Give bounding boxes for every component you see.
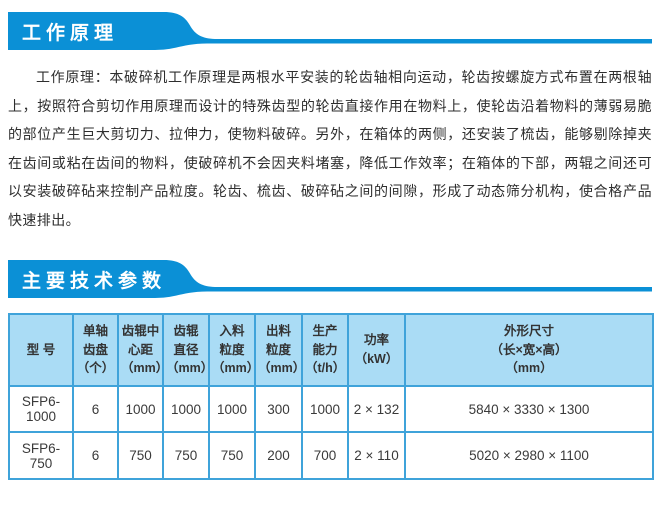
col-header-dimensions: 外形尺寸 （长×宽×高） （mm） <box>404 313 654 387</box>
cell-model: SFP6-1000 <box>8 385 74 433</box>
cell-dimensions: 5020 × 2980 × 1100 <box>404 431 654 480</box>
col-header-model: 型 号 <box>8 313 74 387</box>
cell-discharge-size: 200 <box>254 431 303 480</box>
specs-row-sfp6-1000: SFP6-1000 6 1000 1000 1000 300 1000 2 × … <box>8 385 654 433</box>
section-header-working-principle: 工作原理 <box>8 12 652 50</box>
cell-power: 2 × 132 <box>347 385 406 433</box>
col-header-power: 功率 （kW） <box>347 313 406 387</box>
section-title-tech-params: 主要技术参数 <box>22 270 167 292</box>
cell-roller-center-distance: 1000 <box>117 385 164 433</box>
cell-feed-size: 1000 <box>208 385 256 433</box>
cell-dimensions: 5840 × 3330 × 1300 <box>404 385 654 433</box>
section-header-tech-params: 主要技术参数 <box>8 260 652 298</box>
col-header-roller-center-distance: 齿辊中 心距 （mm） <box>117 313 168 387</box>
document-page: 工作原理 工作原理：本破碎机工作原理是两根水平安装的轮齿轴相向运动，轮齿按螺旋方… <box>0 12 660 510</box>
col-header-feed-size: 入料 粒度 （mm） <box>208 313 259 387</box>
cell-roller-diameter: 750 <box>162 431 210 480</box>
cell-power: 2 × 110 <box>347 431 406 480</box>
cell-roller-diameter: 1000 <box>162 385 210 433</box>
col-header-roller-diameter: 齿辊 直径 （mm） <box>162 313 213 387</box>
col-header-capacity: 生产 能力 （t/h） <box>301 313 349 387</box>
cell-roller-center-distance: 750 <box>117 431 164 480</box>
specs-header-row: 型 号 单轴 齿盘 （个） 齿辊中 心距 （mm） 齿辊 直径 （mm） 入料 … <box>8 313 654 387</box>
cell-gear-discs: 6 <box>72 431 119 480</box>
cell-model: SFP6-750 <box>8 431 74 480</box>
col-header-discharge-size: 出料 粒度 （mm） <box>254 313 305 387</box>
cell-capacity: 700 <box>301 431 349 480</box>
banner-swoosh-shape <box>8 260 652 298</box>
cell-discharge-size: 300 <box>254 385 303 433</box>
working-principle-paragraph: 工作原理：本破碎机工作原理是两根水平安装的轮齿轴相向运动，轮齿按螺旋方式布置在两… <box>8 69 652 228</box>
cell-feed-size: 750 <box>208 431 256 480</box>
col-header-gear-discs: 单轴 齿盘 （个） <box>72 313 119 387</box>
section-title-working-principle: 工作原理 <box>22 22 119 44</box>
banner-swoosh-shape <box>8 12 652 50</box>
specs-table: 型 号 单轴 齿盘 （个） 齿辊中 心距 （mm） 齿辊 直径 （mm） 入料 … <box>8 313 654 480</box>
cell-capacity: 1000 <box>301 385 349 433</box>
cell-gear-discs: 6 <box>72 385 119 433</box>
specs-row-sfp6-750: SFP6-750 6 750 750 750 200 700 2 × 110 5… <box>8 431 654 480</box>
